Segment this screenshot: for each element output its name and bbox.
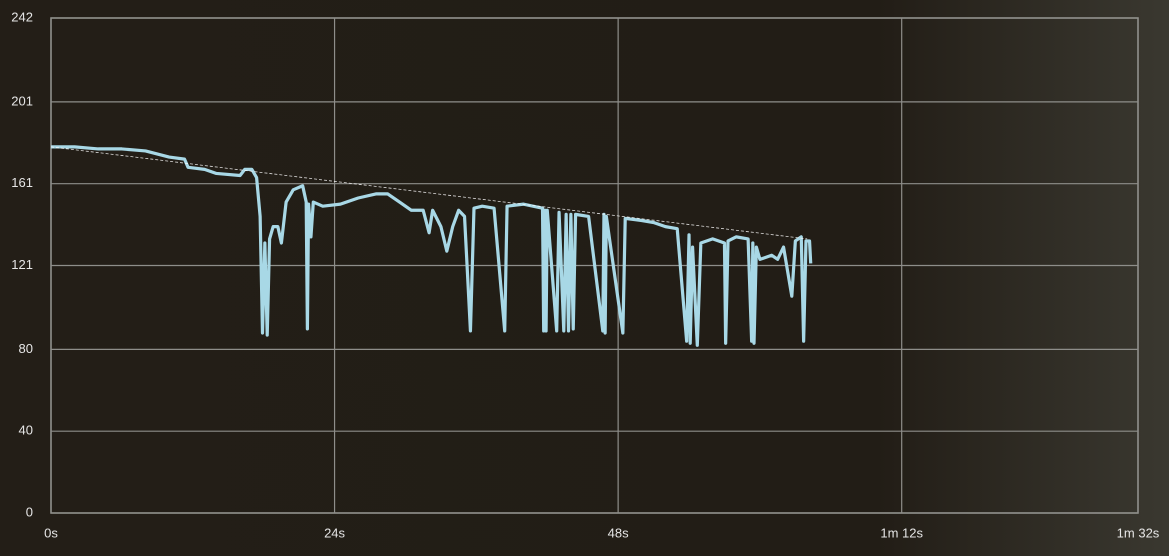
y-tick-label: 80 [19,341,33,356]
x-tick-label: 1m 32s [1117,525,1160,540]
x-tick-label: 0s [44,525,58,540]
x-tick-label: 1m 12s [880,525,923,540]
y-tick-label: 201 [11,93,33,108]
x-tick-label: 48s [608,525,629,540]
trend-line [50,146,808,240]
y-tick-label: 0 [26,504,33,519]
y-tick-label: 121 [11,257,33,272]
y-tick-label: 242 [11,9,33,24]
x-tick-label: 24s [324,525,345,540]
y-tick-label: 161 [11,175,33,190]
y-tick-label: 40 [19,423,33,438]
